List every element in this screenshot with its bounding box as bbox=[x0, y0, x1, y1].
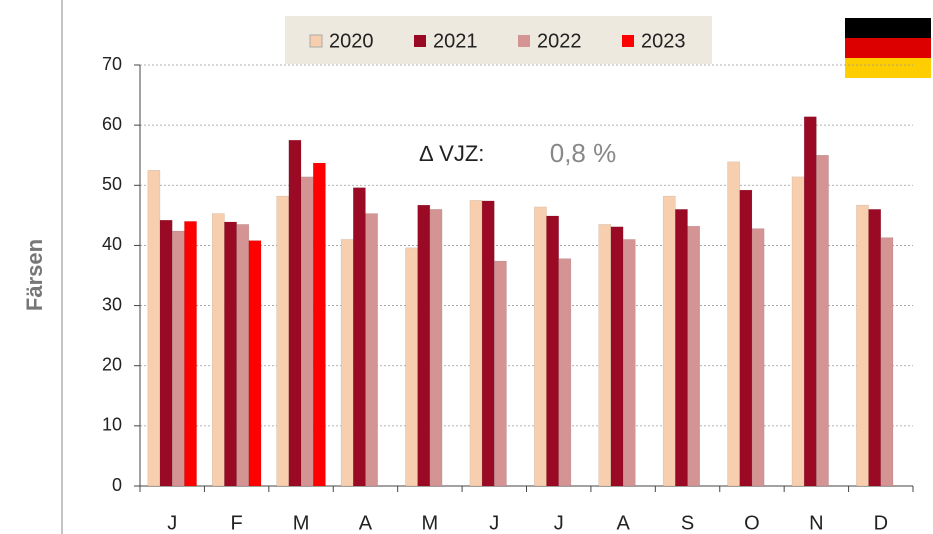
flag bbox=[845, 18, 931, 78]
x-tick-label: A bbox=[616, 512, 630, 534]
bar bbox=[534, 206, 547, 487]
bar bbox=[147, 170, 161, 487]
y-tick-label: 70 bbox=[102, 54, 122, 74]
bar bbox=[248, 240, 262, 487]
bar bbox=[236, 224, 250, 487]
bar bbox=[751, 228, 765, 487]
bar bbox=[276, 195, 290, 487]
x-tick-label: S bbox=[681, 512, 694, 534]
bar bbox=[662, 195, 676, 487]
bar bbox=[622, 239, 636, 487]
bar bbox=[816, 154, 829, 487]
bar bbox=[546, 215, 559, 487]
bar bbox=[727, 161, 741, 487]
y-tick-label: 0 bbox=[112, 475, 122, 495]
y-axis-label: Färsen bbox=[22, 239, 47, 311]
bar bbox=[224, 221, 237, 487]
bar bbox=[481, 200, 495, 487]
x-tick-label: M bbox=[293, 512, 310, 534]
bar bbox=[211, 213, 225, 487]
bar bbox=[353, 187, 366, 487]
bar bbox=[171, 230, 185, 487]
legend-label: 2023 bbox=[641, 30, 686, 52]
bar bbox=[494, 260, 507, 487]
bar bbox=[558, 258, 572, 487]
bar bbox=[610, 226, 624, 487]
legend-label: 2020 bbox=[329, 30, 374, 52]
legend-swatch bbox=[414, 35, 426, 47]
bar bbox=[184, 221, 197, 487]
bar bbox=[312, 162, 326, 487]
legend-label: 2022 bbox=[537, 30, 582, 52]
bar bbox=[405, 247, 418, 487]
legend-box bbox=[285, 16, 712, 64]
bar bbox=[880, 237, 894, 487]
bar bbox=[429, 209, 443, 487]
bar bbox=[365, 213, 378, 487]
bar bbox=[469, 200, 483, 487]
bar bbox=[739, 189, 753, 487]
bar bbox=[868, 209, 882, 487]
bar bbox=[598, 224, 612, 487]
x-tick-label: A bbox=[359, 512, 373, 534]
y-tick-label: 50 bbox=[102, 174, 122, 194]
x-tick-label: N bbox=[809, 512, 823, 534]
x-tick-label: J bbox=[554, 512, 564, 534]
x-tick-label: M bbox=[422, 512, 439, 534]
bar bbox=[288, 139, 302, 487]
annotation-label: ∆ VJZ: bbox=[420, 141, 485, 166]
bar bbox=[856, 204, 869, 487]
annotation-value: 0,8 % bbox=[550, 138, 617, 168]
y-tick-label: 10 bbox=[102, 415, 122, 435]
bar bbox=[675, 209, 688, 487]
bar bbox=[791, 176, 805, 487]
legend-swatch bbox=[622, 35, 634, 47]
x-tick-label: D bbox=[874, 512, 888, 534]
y-tick-label: 60 bbox=[102, 114, 122, 134]
y-tick-label: 40 bbox=[102, 234, 122, 254]
x-tick-label: J bbox=[167, 512, 177, 534]
x-tick-label: J bbox=[489, 512, 499, 534]
legend-swatch bbox=[518, 35, 530, 47]
bar bbox=[300, 176, 314, 487]
x-tick-label: F bbox=[231, 512, 243, 534]
legend-label: 2021 bbox=[433, 30, 478, 52]
bar bbox=[417, 204, 431, 487]
y-tick-label: 20 bbox=[102, 354, 122, 374]
bar bbox=[340, 239, 354, 487]
y-tick-label: 30 bbox=[102, 294, 122, 314]
x-tick-label: O bbox=[744, 512, 760, 534]
bar bbox=[687, 225, 700, 487]
bar bbox=[159, 219, 173, 487]
bar bbox=[803, 116, 817, 487]
legend-swatch bbox=[309, 34, 323, 48]
